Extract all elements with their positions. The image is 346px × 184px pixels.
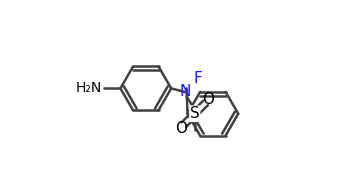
Text: N: N: [179, 84, 190, 100]
Text: O: O: [202, 92, 214, 107]
Text: S: S: [190, 106, 200, 121]
Text: H₂N: H₂N: [75, 81, 101, 95]
Text: O: O: [175, 121, 187, 136]
Text: F: F: [194, 71, 203, 86]
